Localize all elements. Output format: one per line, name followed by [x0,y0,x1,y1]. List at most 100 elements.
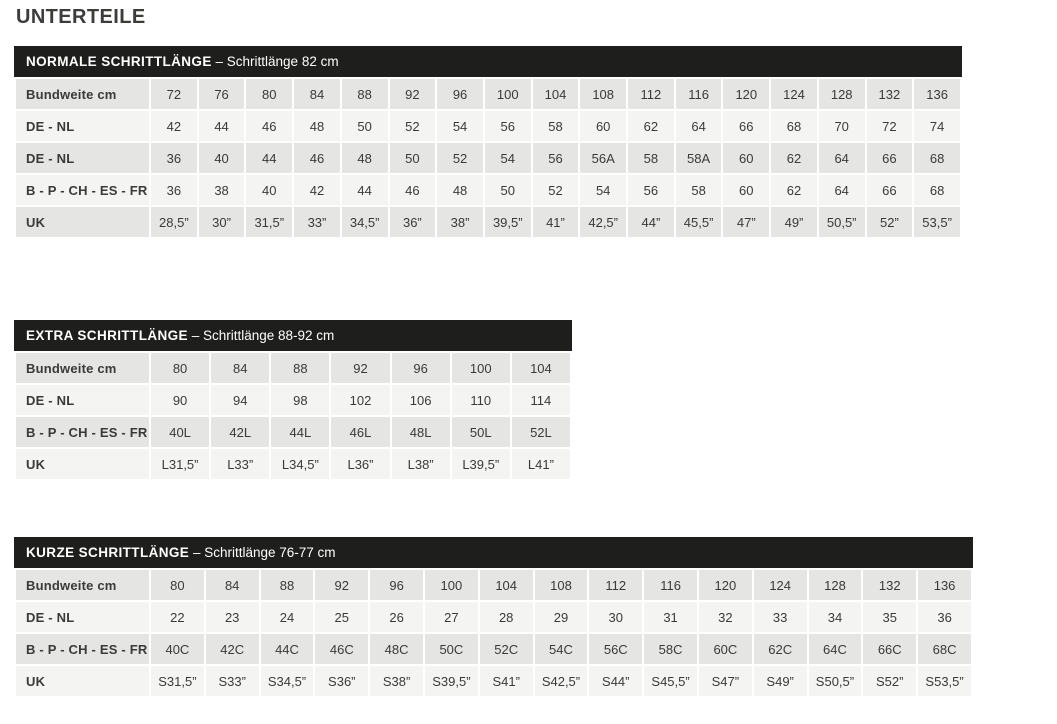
size-cell: 80 [151,353,210,383]
table-title-bold: EXTRA SCHRITTLÄNGE [26,328,188,343]
size-cell: 49” [771,207,817,237]
size-cell: 58 [675,175,722,205]
size-cell: 120 [723,79,770,109]
size-cell: 92 [389,79,436,109]
row-label: DE - NL [16,602,149,632]
size-cell: 28,5” [151,207,197,237]
size-cell: 42L [211,417,270,447]
size-cell: 36 [151,143,197,173]
size-cell: 88 [271,353,330,383]
table-title-bold: NORMALE SCHRITTLÄNGE [26,54,212,69]
size-cell: 33” [294,207,340,237]
size-cell: 38” [437,207,483,237]
row-label: Bundweite cm [16,79,149,109]
table-row: B - P - CH - ES - FR 40L 42L 44L 46L 48L 50L 52… [16,417,570,447]
size-cell: 66C [863,634,917,664]
size-cell: S38” [370,666,423,696]
table-row: DE - NL 42 44 46 48 50 52 54 56 58 60 62 64 66 68 70 72 7… [16,111,960,141]
size-cell: 53,5” [914,207,960,237]
size-cell: 50L [451,417,510,447]
size-cell: 25 [315,602,369,632]
size-cell: 42,5” [580,207,627,237]
size-cell: 58 [628,143,674,173]
size-cell: 52 [389,111,436,141]
size-cell: S53,5” [918,666,971,696]
size-cell: 98 [271,385,330,415]
size-cell: 104 [511,353,570,383]
size-cell: 35 [863,602,917,632]
size-cell: 60 [723,175,770,205]
size-cell: 88 [341,79,388,109]
size-cell: L36” [331,449,390,479]
size-cell: 52 [437,143,483,173]
row-label: UK [16,666,149,696]
size-cell: 34 [808,602,862,632]
size-cell: S47” [698,666,752,696]
size-cell: 88 [260,570,314,600]
size-cell: 36” [389,207,436,237]
size-cell: 74 [914,111,960,141]
table-title-bold: KURZE SCHRITTLÄNGE [26,545,190,560]
size-cell: 84 [211,353,270,383]
size-cell: S52” [863,666,917,696]
size-cell: 22 [151,602,204,632]
size-cell: 40C [151,634,204,664]
size-cell: 104 [532,79,579,109]
size-cell: 66 [866,143,913,173]
row-label: DE - NL [16,111,149,141]
size-cell: S45,5” [644,666,697,696]
size-cell: L33” [211,449,270,479]
size-cell: 52L [511,417,570,447]
size-cell: 96 [437,79,483,109]
size-cell: 68 [914,175,960,205]
size-cell: 96 [391,353,450,383]
table-row: B - P - CH - ES - FR 40C 42C 44C 46C 48C 50C 52… [16,634,971,664]
size-cell: L39,5” [451,449,510,479]
size-table-extra-schrittlaenge: EXTRA SCHRITTLÄNGE – Schrittlänge 88-92 … [14,320,572,481]
size-cell: 64C [808,634,862,664]
size-cell: 48 [294,111,340,141]
size-cell: 124 [753,570,807,600]
size-cell: 132 [863,570,917,600]
size-cell: 47” [723,207,770,237]
size-cell: 76 [198,79,245,109]
row-label: B - P - CH - ES - FR [16,634,149,664]
size-cell: 41” [532,207,579,237]
size-cell: 58A [675,143,722,173]
size-cell: 62 [628,111,674,141]
size-cell: 44 [198,111,245,141]
size-cell: 46 [246,111,293,141]
size-cell: 60C [698,634,752,664]
size-cell: S42,5” [534,666,588,696]
size-cell: 54 [437,111,483,141]
size-cell: 68C [918,634,971,664]
size-cell: 44 [341,175,388,205]
row-label: UK [16,449,149,479]
size-cell: 54 [580,175,627,205]
size-cell: 26 [370,602,423,632]
size-cell: 52C [479,634,533,664]
size-cell: 54C [534,634,588,664]
size-cell: 46 [294,143,340,173]
size-cell: 33 [753,602,807,632]
row-label: Bundweite cm [16,353,149,383]
size-cell: 62C [753,634,807,664]
size-table-normale-schrittlaenge: NORMALE SCHRITTLÄNGE – Schrittlänge 82 c… [14,46,962,239]
size-cell: 46L [331,417,390,447]
size-cell: S49” [753,666,807,696]
size-cell: 68 [771,111,817,141]
size-cell: 31 [644,602,697,632]
size-cell: 24 [260,602,314,632]
row-label: UK [16,207,149,237]
size-cell: 58C [644,634,697,664]
size-cell: 40L [151,417,210,447]
row-label: DE - NL [16,143,149,173]
size-cell: 72 [866,111,913,141]
size-cell: 72 [151,79,197,109]
size-cell: 96 [370,570,423,600]
size-cell: 112 [589,570,643,600]
table-title-subtitle: – Schrittlänge 88-92 cm [191,328,335,343]
size-cell: 116 [644,570,697,600]
size-cell: 52” [866,207,913,237]
size-cell: 62 [771,175,817,205]
